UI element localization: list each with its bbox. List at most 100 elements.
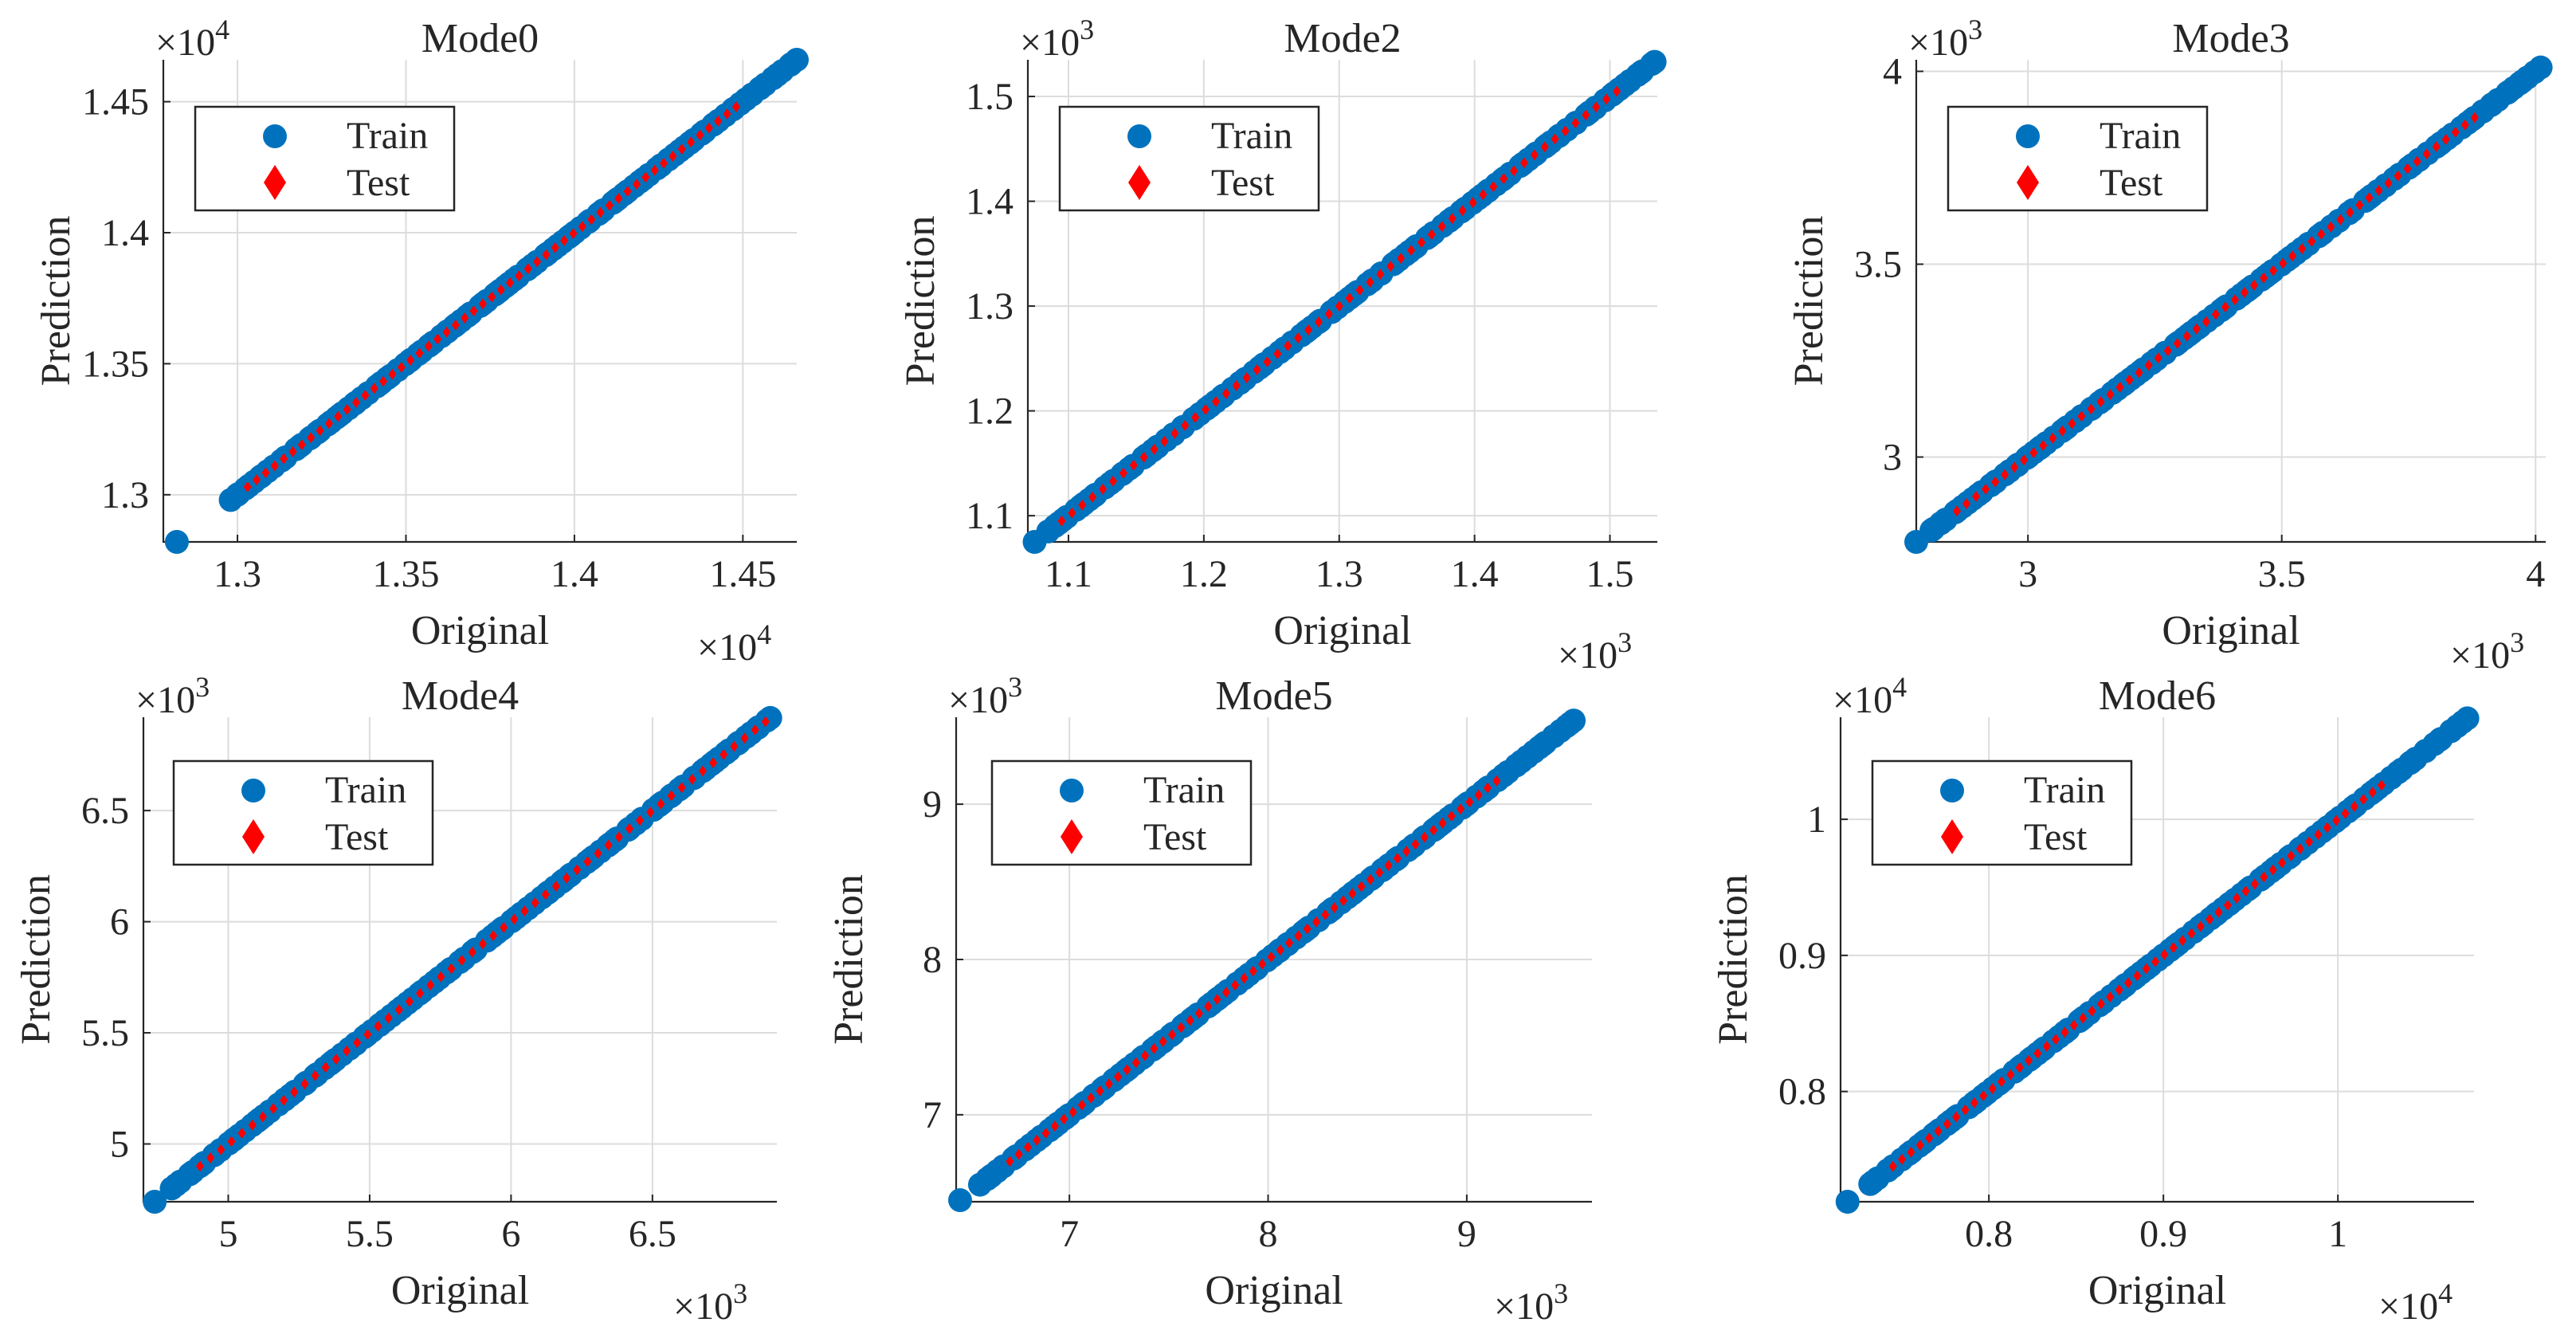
legend-train-label: Train: [2024, 769, 2105, 811]
y-axis-label: Prediction: [33, 216, 79, 387]
test-point: [1540, 141, 1549, 153]
legend-train-marker: [1940, 779, 1964, 802]
test-point: [2079, 1012, 2088, 1024]
test-point: [1982, 483, 1990, 495]
y-exponent-label: ×103: [1020, 14, 1094, 64]
legend: Train Test: [1947, 105, 2209, 212]
test-point: [374, 1020, 382, 1032]
test-point: [261, 467, 270, 479]
train-point: [785, 48, 809, 72]
test-point: [2314, 829, 2323, 841]
test-point: [2154, 352, 2162, 364]
test-point: [2163, 345, 2172, 357]
test-point: [698, 765, 707, 777]
test-point: [563, 872, 571, 884]
test-point: [1221, 387, 1230, 399]
y-exponent-label: ×104: [1833, 671, 1907, 721]
test-point: [1427, 229, 1436, 241]
x-exponent-label: ×104: [2378, 1277, 2452, 1328]
test-point: [506, 277, 515, 288]
test-point: [478, 938, 487, 950]
test-point: [1114, 1071, 1123, 1083]
y-tick-label: 3: [1883, 437, 1902, 479]
x-exponent-label: ×103: [1558, 626, 1632, 677]
y-axis-label: Prediction: [826, 874, 872, 1045]
test-point: [2413, 155, 2421, 167]
x-axis-label: Original: [411, 608, 549, 653]
legend: Train Test: [194, 105, 456, 212]
x-tick-label: 1.4: [551, 553, 598, 595]
test-point: [2451, 126, 2460, 138]
test-point: [433, 333, 442, 345]
train-point: [143, 1190, 167, 1214]
y-exponent-label: ×103: [948, 671, 1022, 721]
test-point: [424, 340, 433, 352]
test-point: [2305, 836, 2314, 848]
test-point: [227, 1136, 236, 1148]
test-point: [2025, 1054, 2033, 1066]
test-point: [2298, 243, 2307, 255]
test-point: [1345, 292, 1354, 304]
test-point: [604, 839, 613, 851]
test-point: [437, 971, 445, 983]
test-point: [687, 136, 696, 148]
test-point: [316, 425, 324, 437]
test-point: [405, 995, 414, 1007]
test-point: [2403, 163, 2412, 175]
test-point: [2441, 134, 2450, 146]
subplot-mode5: 7 8 9 7 8 9 Mode5 Original Prediction ×103 ×103 Tra…: [826, 671, 1592, 1328]
legend-train-label: Train: [2100, 115, 2181, 157]
test-point: [1465, 796, 1474, 808]
test-point: [2288, 250, 2297, 262]
test-point: [667, 790, 676, 802]
test-point: [2432, 141, 2441, 153]
y-tick-label: 1.4: [966, 181, 1014, 223]
test-point: [1006, 1156, 1014, 1167]
test-point: [457, 955, 466, 967]
test-point: [1160, 435, 1169, 447]
test-point: [650, 164, 659, 176]
test-point: [1479, 189, 1488, 201]
test-point: [2377, 779, 2386, 791]
test-point: [1014, 1148, 1023, 1160]
test-point: [2268, 864, 2277, 876]
test-point: [1267, 951, 1276, 963]
y-tick-label: 9: [923, 783, 942, 826]
test-point: [636, 814, 645, 826]
test-point: [206, 1152, 215, 1164]
test-point: [2160, 948, 2169, 960]
x-axis-label: Original: [1205, 1268, 1343, 1313]
test-point: [1294, 930, 1303, 942]
test-point: [1402, 846, 1411, 857]
y-tick-label: 0.8: [1778, 1071, 1826, 1113]
test-point: [625, 822, 633, 834]
test-point: [1232, 379, 1241, 391]
test-point: [1314, 316, 1323, 328]
test-point: [297, 438, 306, 450]
test-point: [1366, 873, 1374, 885]
test-point: [587, 214, 596, 226]
test-point: [578, 221, 586, 233]
axes-lines: [162, 60, 797, 543]
legend-train-marker: [241, 779, 265, 802]
test-point: [1438, 817, 1447, 829]
test-point: [1962, 498, 1971, 510]
test-point: [1088, 491, 1097, 503]
test-point: [2279, 257, 2288, 269]
legend-train-label: Train: [325, 769, 406, 811]
subplot-mode6: 0.8 0.9 1 0.8 0.9 1 Mode6 Original Prediction ×10…: [1711, 671, 2480, 1328]
x-tick-label: 9: [1457, 1213, 1476, 1255]
test-point: [2341, 807, 2350, 819]
test-point: [583, 856, 592, 868]
legend-test-label: Test: [2024, 816, 2088, 858]
test-point: [1417, 237, 1425, 249]
test-point: [2087, 403, 2096, 415]
y-tick-label: 6.5: [81, 790, 129, 832]
test-point: [1510, 165, 1519, 177]
test-point: [1991, 476, 2000, 488]
test-point: [343, 403, 351, 415]
test-point: [520, 905, 529, 917]
test-point: [1448, 213, 1457, 225]
test-point: [243, 481, 252, 492]
x-axis-label: Original: [391, 1268, 529, 1313]
